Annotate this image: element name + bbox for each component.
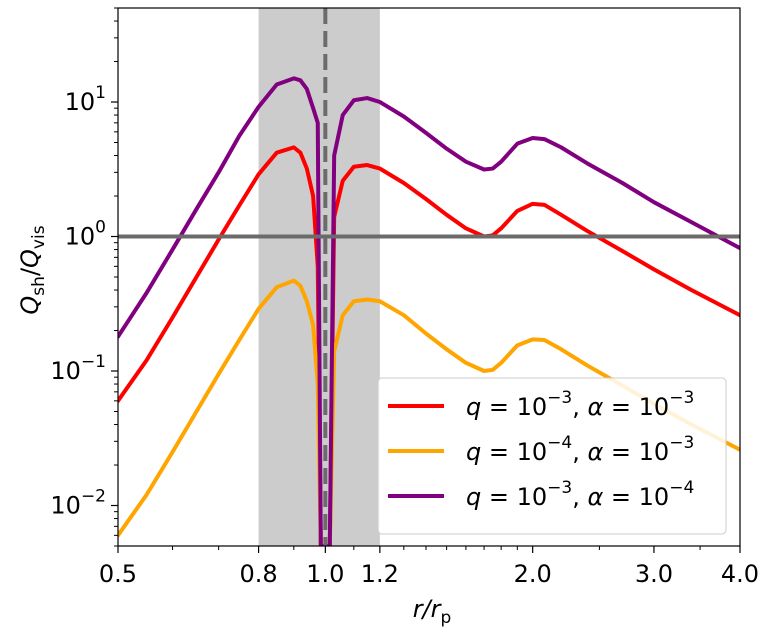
x-tick-label: 4.0: [721, 560, 759, 588]
x-tick-label: 0.8: [240, 560, 278, 588]
legend: q = 10−3, α = 10−3 q = 10−4, α = 10−3 q = …: [377, 377, 727, 535]
minor-ticks: [114, 7, 701, 550]
x-tick-label: 3.0: [635, 560, 673, 588]
series-line-1: [118, 145, 740, 546]
legend-label-3: q = 10−3, α = 10−4: [466, 478, 694, 511]
legend-label-1: q = 10−3, α = 10−3: [466, 388, 694, 421]
x-axis-label: r/rp: [413, 595, 452, 628]
x-tick-label: 1.2: [361, 560, 399, 588]
y-tick-label: 10−2: [50, 487, 106, 520]
x-tick-label: 0.5: [99, 560, 137, 588]
x-tick-label: 1.0: [306, 560, 344, 588]
legend-label-2: q = 10−4, α = 10−3: [466, 433, 694, 466]
series-line-2: [118, 278, 740, 546]
y-tick-label: 101: [65, 83, 106, 116]
y-tick-label: 10−1: [50, 352, 106, 385]
y-tick-label: 100: [65, 218, 106, 251]
series-line-3: [118, 76, 740, 546]
y-axis-label: Qsh/Qvis: [16, 225, 49, 314]
x-tick-label: 2.0: [514, 560, 552, 588]
y-axis-ticks: 10−2 10−1 100 101: [50, 83, 118, 520]
x-axis-ticks: 0.5 0.8 1.0 1.2 2.0 3.0 4.0: [99, 546, 759, 588]
plot-frame: [117, 7, 741, 547]
